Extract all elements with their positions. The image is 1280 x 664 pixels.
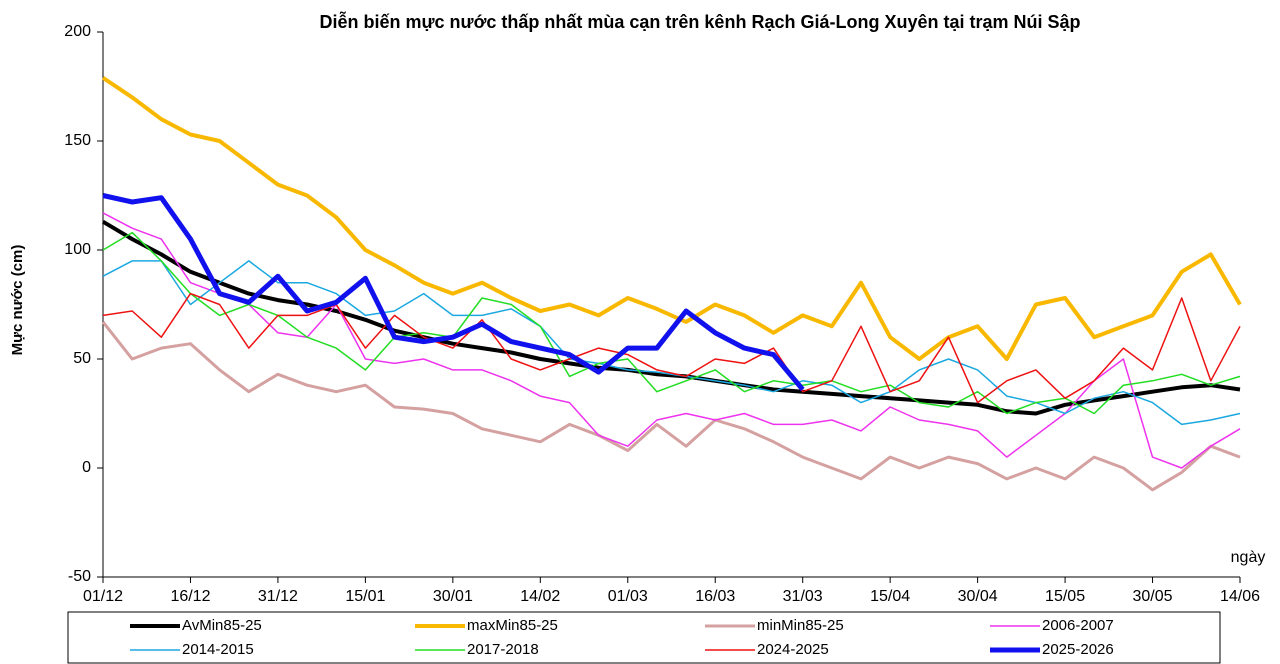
y-tick-label: 150 (64, 132, 91, 149)
x-tick-label: 30/01 (433, 588, 473, 605)
x-tick-label: 14/02 (520, 588, 560, 605)
series-line (102, 260, 1241, 426)
legend-label: minMin85-25 (757, 617, 844, 634)
y-tick-label: 200 (64, 23, 91, 40)
x-tick-label: 15/01 (345, 588, 385, 605)
legend-label: 2025-2026 (1042, 641, 1114, 658)
legend-label: 2014-2015 (182, 641, 254, 658)
series-line (102, 193, 805, 392)
x-axis-label: ngày (1231, 549, 1266, 566)
legend-label: 2017-2018 (467, 641, 539, 658)
x-tick-label: 31/12 (258, 588, 298, 605)
x-tick-label: 15/05 (1045, 588, 1085, 605)
legend-label: 2006-2007 (1042, 617, 1114, 634)
x-tick-label: 01/12 (83, 588, 123, 605)
series-line (101, 76, 1242, 361)
y-tick-label: 0 (82, 459, 91, 476)
y-tick-label: 50 (73, 350, 91, 367)
series-line (101, 219, 1241, 416)
series-line (101, 320, 1241, 492)
y-axis-label: Mực nước (cm) (9, 245, 26, 356)
x-tick-label: 16/03 (695, 588, 735, 605)
x-tick-label: 15/04 (870, 588, 910, 605)
legend-label: maxMin85-25 (467, 617, 558, 634)
x-tick-label: 30/04 (958, 588, 998, 605)
y-tick-label: -50 (68, 568, 91, 585)
chart-title: Diễn biến mực nước thấp nhất mùa cạn trê… (319, 12, 1081, 32)
legend-box (67, 611, 1221, 664)
x-tick-label: 30/05 (1133, 588, 1173, 605)
y-tick-label: 100 (64, 241, 91, 258)
x-tick-label: 01/03 (608, 588, 648, 605)
legend-label: 2024-2025 (757, 641, 829, 658)
x-tick-label: 16/12 (170, 588, 210, 605)
series-line (102, 292, 1241, 404)
series-line (102, 231, 1241, 415)
x-tick-label: 14/06 (1220, 588, 1260, 605)
series-line (102, 212, 1241, 469)
x-tick-label: 31/03 (783, 588, 823, 605)
legend-label: AvMin85-25 (182, 617, 262, 634)
